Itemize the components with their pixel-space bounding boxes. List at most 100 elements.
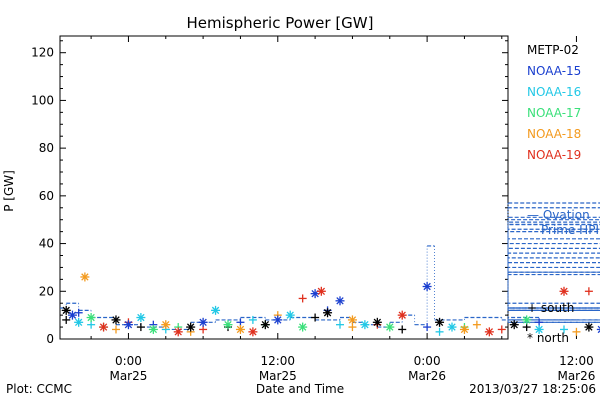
south-point bbox=[248, 315, 257, 324]
north-point bbox=[360, 320, 370, 330]
north-point-d2 bbox=[522, 316, 531, 324]
y-axis-label: P [GW] bbox=[2, 170, 16, 212]
north-point bbox=[372, 317, 382, 327]
legend-entry-noaa-19: NOAA-19 bbox=[527, 148, 581, 162]
legend: METP-02 NOAA-15 NOAA-16 NOAA-17 NOAA-18 NOAA-… bbox=[527, 43, 599, 345]
north-point-d2 bbox=[112, 316, 120, 324]
south-point bbox=[435, 327, 444, 336]
north-point-d2 bbox=[162, 320, 170, 329]
x-tick-label-date: Mar26 bbox=[557, 369, 595, 383]
north-point-d2 bbox=[460, 325, 469, 334]
north-point-d2 bbox=[323, 309, 332, 317]
plot-area: 0204060801001200:00Mar2512:00Mar250:00Ma… bbox=[31, 35, 600, 383]
legend-entry-noaa-16: NOAA-16 bbox=[527, 85, 581, 99]
north-point bbox=[484, 327, 494, 337]
north-point bbox=[385, 322, 395, 332]
north-point bbox=[335, 296, 345, 306]
south-point bbox=[472, 320, 481, 329]
north-point bbox=[111, 315, 121, 325]
x-tick-label-date: Mar25 bbox=[109, 369, 147, 383]
north-point-d2 bbox=[485, 328, 494, 336]
north-point bbox=[161, 320, 171, 330]
plot-timestamp: 2013/03/27 18:25:06 bbox=[469, 382, 596, 396]
x-tick-label-date: Mar26 bbox=[408, 369, 446, 383]
x-tick-label-time: 0:00 bbox=[414, 354, 441, 368]
y-tick-label: 80 bbox=[39, 141, 54, 155]
north-point-d2 bbox=[124, 320, 133, 329]
north-point-d2 bbox=[249, 328, 257, 336]
legend-entry-metp-02: METP-02 bbox=[527, 43, 579, 57]
north-point bbox=[323, 308, 333, 318]
north-point-d2 bbox=[74, 318, 83, 326]
north-point bbox=[123, 320, 133, 330]
x-tick-label-time: 12:00 bbox=[559, 354, 594, 368]
north-point-d2 bbox=[87, 313, 95, 322]
south-point bbox=[560, 325, 568, 334]
north-point bbox=[596, 325, 600, 334]
north-point-d2 bbox=[298, 323, 307, 331]
north-point bbox=[148, 324, 158, 334]
north-point-d2 bbox=[361, 320, 369, 329]
north-point-d2 bbox=[137, 313, 145, 322]
x-tick-label-date: Mar25 bbox=[259, 369, 297, 383]
north-point-d2 bbox=[286, 311, 294, 319]
north-point bbox=[248, 327, 258, 337]
north-point-d2 bbox=[336, 297, 344, 305]
north-point bbox=[316, 286, 326, 296]
legend-entry-noaa-15: NOAA-15 bbox=[527, 64, 581, 78]
north-point bbox=[459, 324, 469, 334]
south-point bbox=[584, 287, 593, 296]
y-tick-label: 0 bbox=[46, 332, 54, 346]
north-point bbox=[260, 320, 270, 330]
north-point bbox=[447, 322, 457, 332]
north-point bbox=[509, 320, 519, 330]
north-point bbox=[584, 322, 594, 332]
y-tick-label: 120 bbox=[31, 46, 54, 60]
chart-title: Hemispheric Power [GW] bbox=[187, 14, 374, 32]
north-point-d2 bbox=[510, 320, 518, 329]
north-point-d2 bbox=[423, 282, 431, 291]
south-point bbox=[572, 327, 581, 336]
north-point bbox=[61, 305, 71, 315]
south-point bbox=[112, 325, 120, 334]
north-point bbox=[80, 272, 90, 282]
north-point-d2 bbox=[174, 328, 182, 336]
north-point-d2 bbox=[186, 323, 195, 331]
north-point-d2 bbox=[224, 320, 232, 329]
north-point bbox=[435, 317, 445, 327]
north-point-d2 bbox=[386, 323, 394, 331]
north-point-d2 bbox=[435, 318, 444, 326]
north-point bbox=[99, 322, 109, 332]
south-point bbox=[423, 323, 432, 332]
north-point bbox=[86, 313, 96, 323]
north-point bbox=[67, 310, 77, 320]
legend-entry-noaa-17: NOAA-17 bbox=[527, 106, 581, 120]
north-point-d2 bbox=[62, 306, 70, 315]
south-point bbox=[311, 313, 320, 322]
south-point bbox=[336, 320, 344, 329]
north-point bbox=[74, 317, 84, 327]
legend-marker-south: + south bbox=[527, 301, 574, 315]
south-point bbox=[298, 294, 307, 303]
north-point bbox=[285, 310, 295, 320]
north-point bbox=[522, 315, 532, 325]
north-point-d2 bbox=[211, 306, 220, 315]
x-tick-label-time: 12:00 bbox=[260, 354, 295, 368]
north-point-d2 bbox=[149, 325, 158, 334]
north-point-d2 bbox=[68, 311, 77, 319]
y-tick-label: 60 bbox=[39, 189, 54, 203]
south-point bbox=[62, 315, 71, 324]
south-point bbox=[136, 323, 145, 332]
legend-marker-north: * north bbox=[527, 331, 569, 345]
north-point bbox=[211, 305, 221, 315]
north-point bbox=[136, 313, 146, 323]
legend-ovation-line1: — Ovation bbox=[527, 208, 590, 222]
north-point-d2 bbox=[373, 318, 382, 326]
north-point-d2 bbox=[236, 325, 245, 334]
plot-credit: Plot: CCMC bbox=[6, 382, 72, 396]
legend-ovation-line2: Prime HPI bbox=[541, 223, 599, 237]
north-point bbox=[534, 324, 544, 334]
south-point bbox=[74, 308, 83, 317]
north-point-d2 bbox=[274, 316, 282, 324]
north-point bbox=[298, 322, 308, 332]
